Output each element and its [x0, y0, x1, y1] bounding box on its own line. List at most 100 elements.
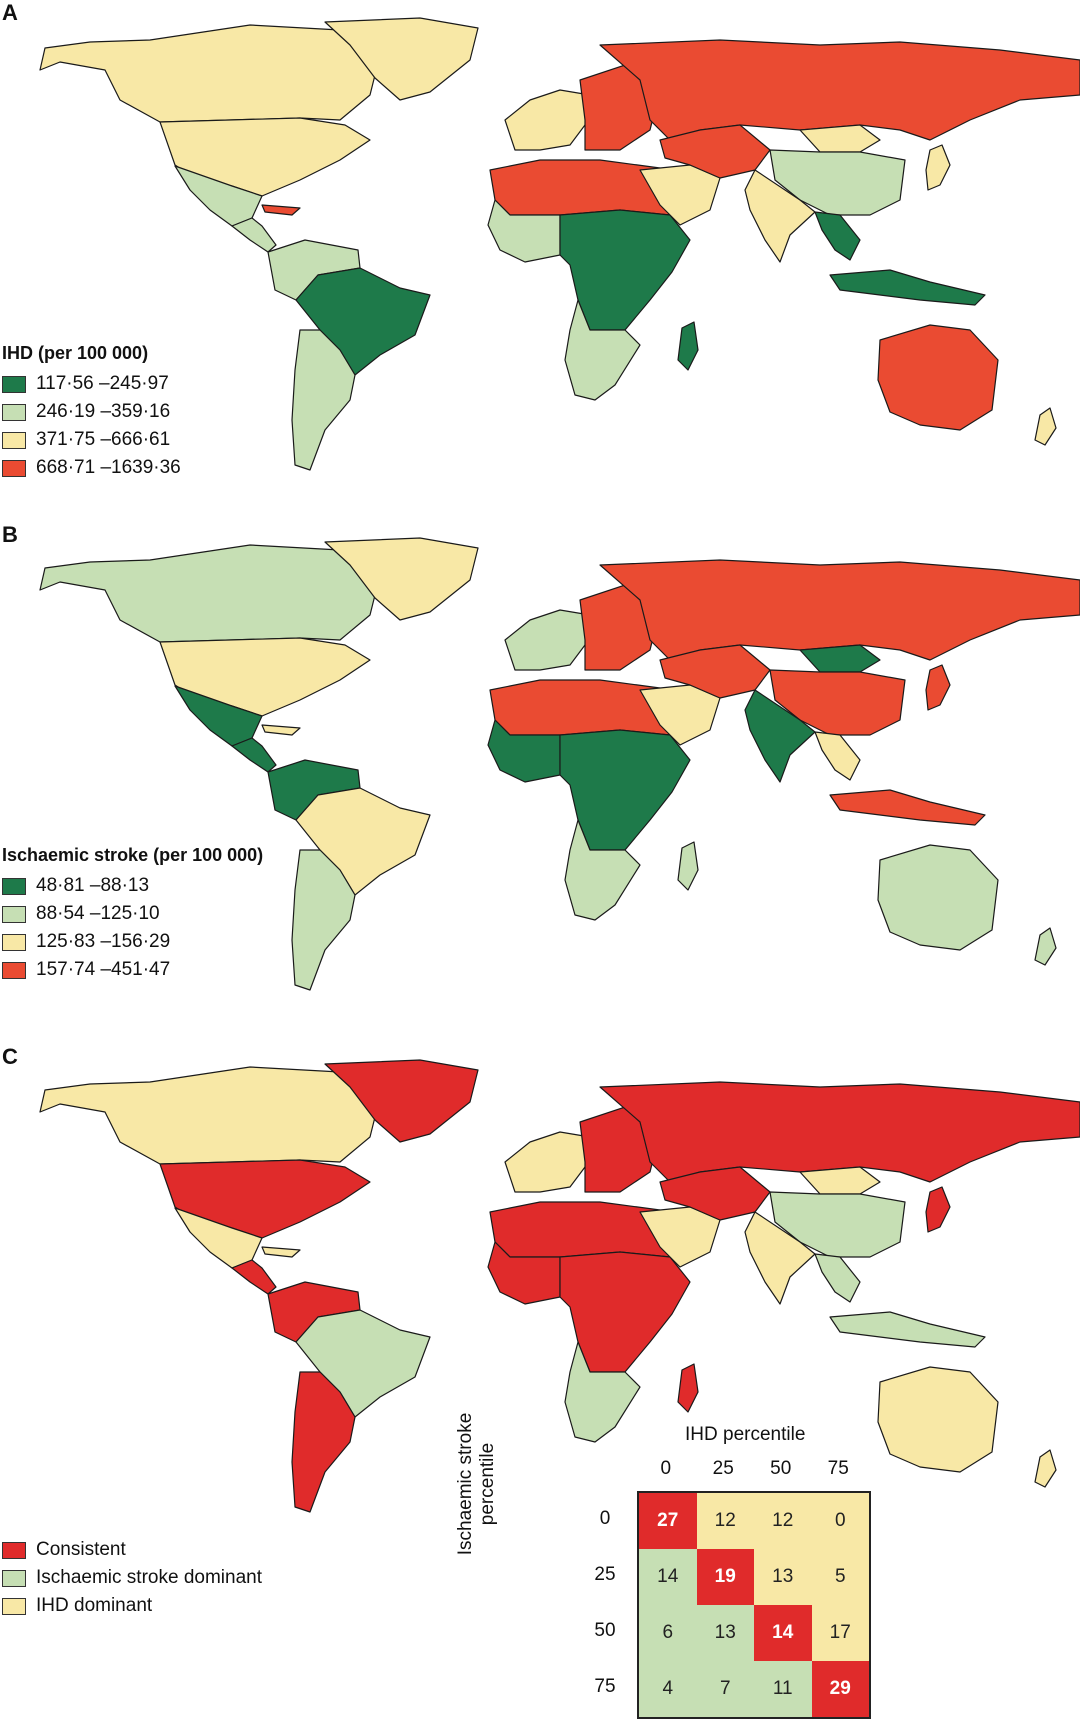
- legend-label: 371·75 –666·61: [36, 429, 171, 450]
- legend-title-ischaemic-stroke: Ischaemic stroke (per 100 000): [2, 845, 264, 865]
- region-china: [769, 669, 906, 736]
- region-cuba: [261, 204, 301, 216]
- region-madagascar: [677, 1363, 699, 1413]
- matrix-cell: 12: [696, 1493, 754, 1549]
- legend-label: 125·83 –156·29: [36, 931, 171, 952]
- matrix-y-title: Ischaemic stroke percentile: [455, 1404, 499, 1564]
- matrix-x-tick: 0: [660, 1458, 672, 1479]
- legend-swatch: [2, 431, 26, 449]
- matrix-cell: 4: [639, 1661, 697, 1717]
- matrix-cell: 11: [754, 1661, 812, 1717]
- region-new-zealand: [1034, 407, 1057, 446]
- region-greenland: [324, 1059, 479, 1143]
- world-map-ihd: [39, 17, 1080, 471]
- panel-c-label: C: [2, 1044, 18, 1069]
- legend-item: Consistent: [2, 1536, 262, 1564]
- matrix-cell: 19: [696, 1549, 754, 1605]
- region-madagascar: [677, 841, 699, 891]
- panel-c: C Consistent Ischaemic stroke dominant IHD…: [0, 1042, 1080, 1719]
- region-indonesia: [829, 789, 986, 826]
- region-europe-west: [504, 1131, 591, 1193]
- world-map-ischaemic-stroke: [39, 537, 1080, 991]
- legend-swatch: [2, 375, 26, 393]
- panel-b-label: B: [2, 522, 18, 547]
- region-new-zealand: [1034, 1449, 1057, 1488]
- legend-swatch: [2, 403, 26, 421]
- region-southeast-asia: [814, 1253, 861, 1303]
- region-greenland: [324, 17, 479, 101]
- region-southern-africa: [564, 1341, 641, 1443]
- region-south-america-south: [291, 329, 356, 471]
- region-madagascar: [677, 321, 699, 371]
- legend-swatch: [2, 459, 26, 477]
- legend-label: 48·81 –88·13: [36, 875, 150, 896]
- region-mongolia: [799, 124, 881, 153]
- region-japan: [925, 1186, 951, 1233]
- legend-item: 246·19 –359·16: [2, 398, 181, 426]
- matrix-cell: 14: [754, 1605, 812, 1661]
- region-southeast-asia: [814, 731, 861, 781]
- matrix-grid: 27 12 12 0 14 19 13 5 6 13 14 17 4 7 11 29: [637, 1491, 871, 1719]
- matrix-cell: 0: [811, 1493, 869, 1549]
- region-indonesia: [829, 1311, 986, 1348]
- legend-item: 668·71 –1639·36: [2, 454, 181, 482]
- matrix-x-tick: 50: [770, 1458, 792, 1479]
- region-central-america: [231, 737, 277, 773]
- region-greenland: [324, 537, 479, 621]
- matrix-y-tick: 0: [599, 1508, 611, 1529]
- region-mongolia: [799, 644, 881, 673]
- legend-label: 668·71 –1639·36: [36, 457, 181, 478]
- region-south-america-south: [291, 1371, 356, 1513]
- legend-label: Consistent: [36, 1539, 126, 1560]
- panel-a: A IHD (per 100 000) 117·56 –245·97 246·19…: [0, 0, 1080, 490]
- legend-item: 48·81 –88·13: [2, 872, 263, 900]
- legend-swatch: [2, 961, 26, 979]
- legend-label: 157·74 –451·47: [36, 959, 171, 980]
- region-australia: [877, 844, 999, 951]
- region-europe-west: [504, 89, 591, 151]
- legend-label: 117·56 –245·97: [36, 373, 169, 394]
- region-japan: [925, 144, 951, 191]
- matrix-y-tick: 50: [594, 1620, 616, 1641]
- matrix-cell: 13: [696, 1605, 754, 1661]
- legend-label: IHD dominant: [36, 1595, 153, 1616]
- region-west-africa: [487, 1241, 561, 1305]
- region-russia: [599, 39, 1080, 141]
- region-indonesia: [829, 269, 986, 306]
- region-west-africa: [487, 199, 561, 263]
- legend-swatch: [2, 905, 26, 923]
- legend-swatch: [2, 933, 26, 951]
- region-southeast-asia: [814, 211, 861, 261]
- legend-item: 117·56 –245·97: [2, 370, 181, 398]
- region-southern-africa: [564, 819, 641, 921]
- legend-label: Ischaemic stroke dominant: [36, 1567, 262, 1588]
- legend-consistency: Consistent Ischaemic stroke dominant IHD d…: [2, 1536, 262, 1620]
- matrix-x-title: IHD percentile: [685, 1424, 806, 1445]
- matrix-cell: 29: [811, 1661, 869, 1717]
- region-southern-africa: [564, 299, 641, 401]
- panel-a-label: A: [2, 0, 18, 25]
- region-china: [769, 149, 906, 216]
- region-new-zealand: [1034, 927, 1057, 966]
- matrix-x-tick: 75: [827, 1458, 849, 1479]
- matrix-x-tick: 25: [712, 1458, 734, 1479]
- region-west-africa: [487, 719, 561, 783]
- matrix-cell: 12: [754, 1493, 812, 1549]
- region-north-america-north: [39, 1066, 381, 1165]
- legend-swatch: [2, 1597, 26, 1615]
- matrix-cell: 5: [811, 1549, 869, 1605]
- matrix-cell: 13: [754, 1549, 812, 1605]
- matrix-cell: 6: [639, 1605, 697, 1661]
- region-russia: [599, 1081, 1080, 1183]
- legend-ischaemic-stroke: Ischaemic stroke (per 100 000) 48·81 –88…: [2, 845, 263, 984]
- region-australia: [877, 1366, 999, 1473]
- region-central-america: [231, 1259, 277, 1295]
- region-china: [769, 1191, 906, 1258]
- region-north-america-north: [39, 544, 381, 643]
- legend-item: 371·75 –666·61: [2, 426, 181, 454]
- region-cuba: [261, 724, 301, 736]
- legend-item: 125·83 –156·29: [2, 928, 263, 956]
- legend-item: 157·74 –451·47: [2, 956, 263, 984]
- region-russia: [599, 559, 1080, 661]
- legend-item: Ischaemic stroke dominant: [2, 1564, 262, 1592]
